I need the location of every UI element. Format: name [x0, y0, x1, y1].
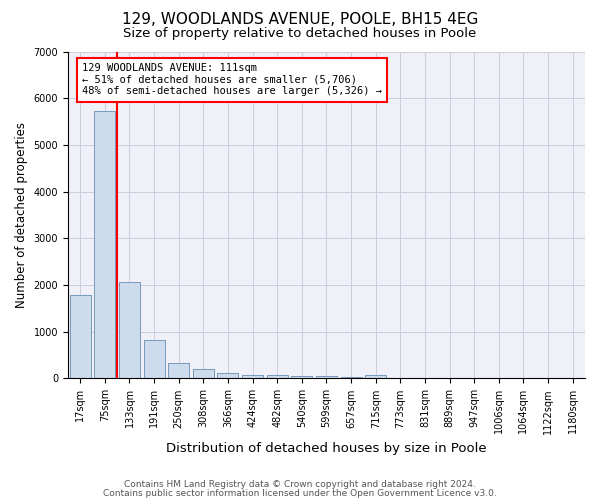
Bar	[143, 340, 164, 378]
Text: Contains HM Land Registry data © Crown copyright and database right 2024.: Contains HM Land Registry data © Crown c…	[124, 480, 476, 489]
Bar	[341, 376, 362, 378]
Text: 129 WOODLANDS AVENUE: 111sqm
← 51% of detached houses are smaller (5,706)
48% of: 129 WOODLANDS AVENUE: 111sqm ← 51% of de…	[82, 63, 382, 96]
Bar	[193, 369, 214, 378]
Bar	[267, 376, 287, 378]
Bar	[365, 374, 386, 378]
Bar	[217, 374, 238, 378]
Bar	[242, 374, 263, 378]
Text: Contains public sector information licensed under the Open Government Licence v3: Contains public sector information licen…	[103, 488, 497, 498]
Bar	[94, 112, 115, 378]
Bar	[119, 282, 140, 378]
Bar	[70, 296, 91, 378]
Text: 129, WOODLANDS AVENUE, POOLE, BH15 4EG: 129, WOODLANDS AVENUE, POOLE, BH15 4EG	[122, 12, 478, 28]
Text: Size of property relative to detached houses in Poole: Size of property relative to detached ho…	[124, 28, 476, 40]
Bar	[316, 376, 337, 378]
X-axis label: Distribution of detached houses by size in Poole: Distribution of detached houses by size …	[166, 442, 487, 455]
Bar	[292, 376, 312, 378]
Y-axis label: Number of detached properties: Number of detached properties	[15, 122, 28, 308]
Bar	[168, 362, 189, 378]
